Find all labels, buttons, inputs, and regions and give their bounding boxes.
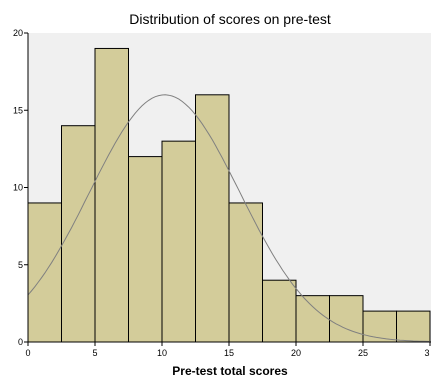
x-axis-ticks: 0 5 10 15 20 25 3 <box>25 342 431 358</box>
x-tick-label: 15 <box>224 348 234 358</box>
histogram-bar-4 <box>161 140 196 343</box>
x-tick-label: 20 <box>291 348 301 358</box>
histogram-bar-10 <box>362 310 397 343</box>
x-tick-label: 5 <box>92 348 97 358</box>
histogram-bar-8 <box>295 295 330 343</box>
histogram-bar-5 <box>195 94 230 343</box>
y-tick-label: 10 <box>13 183 23 193</box>
x-tick-label: 0 <box>25 348 30 358</box>
x-axis-label: Pre-test total scores <box>172 364 288 376</box>
x-tick-label: 25 <box>358 348 368 358</box>
normal-curve <box>27 94 431 342</box>
y-tick-label: 0 <box>18 337 23 347</box>
y-tick-label: 15 <box>13 105 23 115</box>
histogram-bar-3 <box>128 156 163 343</box>
x-tick-label: 10 <box>157 348 167 358</box>
histogram-bar-2 <box>94 47 129 343</box>
histogram-bar-7 <box>262 279 297 343</box>
histogram-bar-6 <box>228 202 263 343</box>
chart-title: Distribution of scores on pre-test <box>129 11 331 27</box>
y-tick-label: 20 <box>13 28 23 38</box>
histogram-bar-11 <box>396 310 431 343</box>
histogram-bars <box>27 47 431 343</box>
y-axis-ticks: 0 5 10 15 20 <box>13 28 28 347</box>
histogram-bar-1 <box>61 125 96 343</box>
histogram-bar-9 <box>329 295 364 343</box>
x-tick-label: 3 <box>424 348 429 358</box>
y-tick-label: 5 <box>18 260 23 270</box>
